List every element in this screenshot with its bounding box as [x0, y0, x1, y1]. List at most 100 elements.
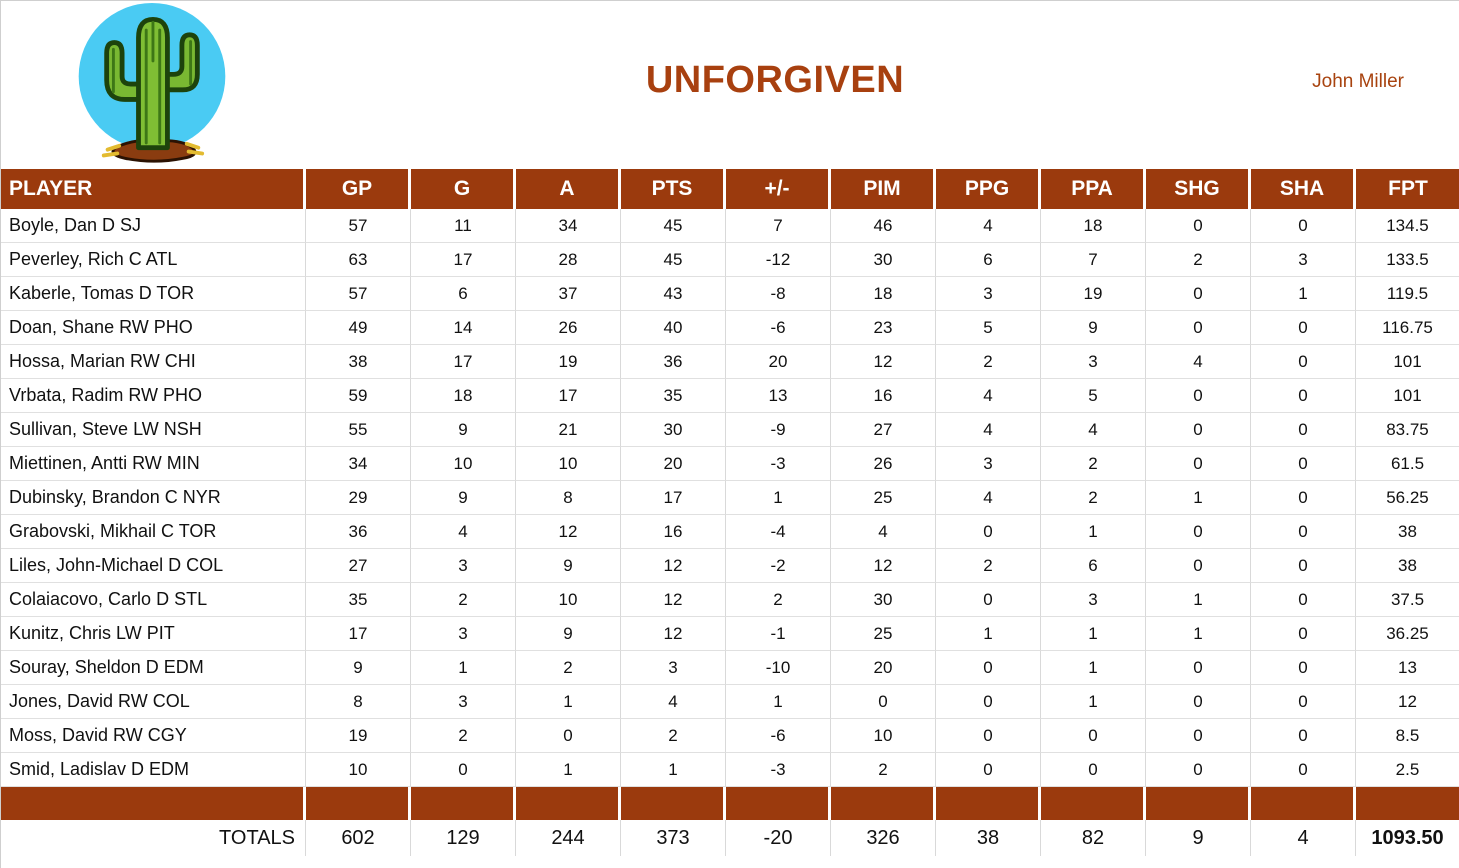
column-header-player: PLAYER: [1, 169, 306, 209]
stat-cell: 0: [1251, 345, 1356, 379]
stat-cell: 1: [411, 651, 516, 685]
stat-cell: 1: [1041, 651, 1146, 685]
stat-cell: 0: [936, 651, 1041, 685]
stat-cell: 1: [621, 753, 726, 787]
player-name-cell: Moss, David RW CGY: [1, 719, 306, 753]
player-row: Hossa, Marian RW CHI 38 17 19 36 20 12 2 3 4 0 101: [1, 345, 1459, 379]
stat-cell: 20: [831, 651, 936, 685]
stat-cell: 12: [516, 515, 621, 549]
stat-cell: 2: [936, 345, 1041, 379]
stat-cell: 0: [936, 515, 1041, 549]
stat-cell: 0: [411, 753, 516, 787]
separator-cell: [1146, 787, 1251, 820]
stat-cell: 9: [306, 651, 411, 685]
stat-cell: 18: [411, 379, 516, 413]
stat-cell: 0: [1251, 719, 1356, 753]
column-header-pim: PIM: [831, 169, 936, 209]
stat-cell: 0: [1146, 753, 1251, 787]
stat-cell: 83.75: [1356, 413, 1459, 447]
stat-cell: 0: [1251, 549, 1356, 583]
totals-value-cell: 82: [1041, 820, 1146, 856]
stat-cell: 30: [831, 243, 936, 277]
stat-cell: -3: [726, 447, 831, 481]
stat-cell: 2.5: [1356, 753, 1459, 787]
stat-cell: 28: [516, 243, 621, 277]
stat-cell: 116.75: [1356, 311, 1459, 345]
stat-cell: 2: [1146, 243, 1251, 277]
stat-cell: 1: [1041, 617, 1146, 651]
stat-cell: 4: [411, 515, 516, 549]
stat-cell: 2: [411, 719, 516, 753]
stat-cell: 0: [1251, 685, 1356, 719]
stat-cell: 0: [1251, 583, 1356, 617]
stat-cell: 0: [1146, 719, 1251, 753]
player-row: Kaberle, Tomas D TOR 57 6 37 43 -8 18 3 19 0 1 119.…: [1, 277, 1459, 311]
totals-value-cell: 38: [936, 820, 1041, 856]
stat-cell: 5: [936, 311, 1041, 345]
stat-cell: 4: [936, 413, 1041, 447]
separator-cell: [936, 787, 1041, 820]
stat-cell: 1: [936, 617, 1041, 651]
totals-value-cell: 129: [411, 820, 516, 856]
totals-label: TOTALS: [1, 820, 306, 856]
stat-cell: 10: [411, 447, 516, 481]
player-name-cell: Kaberle, Tomas D TOR: [1, 277, 306, 311]
stat-cell: 36.25: [1356, 617, 1459, 651]
stat-cell: 0: [1146, 413, 1251, 447]
stat-cell: -2: [726, 549, 831, 583]
stat-cell: 30: [621, 413, 726, 447]
stat-cell: -6: [726, 311, 831, 345]
player-name-cell: Boyle, Dan D SJ: [1, 209, 306, 243]
stat-cell: 14: [411, 311, 516, 345]
stat-cell: 133.5: [1356, 243, 1459, 277]
stat-cell: -1: [726, 617, 831, 651]
stat-cell: 0: [1251, 311, 1356, 345]
stat-cell: 2: [1041, 481, 1146, 515]
stat-cell: 30: [831, 583, 936, 617]
player-row: Vrbata, Radim RW PHO 59 18 17 35 13 16 4 5 0 0 101: [1, 379, 1459, 413]
stat-cell: 36: [306, 515, 411, 549]
stat-cell: 19: [516, 345, 621, 379]
separator-cell: [621, 787, 726, 820]
separator-cell: [1041, 787, 1146, 820]
player-row: Liles, John-Michael D COL 27 3 9 12 -2 12 2 6 0 0 3…: [1, 549, 1459, 583]
stat-cell: 38: [1356, 515, 1459, 549]
stat-cell: 21: [516, 413, 621, 447]
stat-cell: 2: [1041, 447, 1146, 481]
stat-cell: 6: [411, 277, 516, 311]
stat-cell: 0: [1251, 379, 1356, 413]
stat-cell: 8: [516, 481, 621, 515]
stat-cell: 1: [516, 685, 621, 719]
stat-cell: 37.5: [1356, 583, 1459, 617]
stat-cell: 20: [726, 345, 831, 379]
cactus-icon: [78, 3, 226, 163]
separator-cell: [306, 787, 411, 820]
stat-cell: 0: [1251, 617, 1356, 651]
stat-cell: 0: [1251, 753, 1356, 787]
stat-cell: 101: [1356, 379, 1459, 413]
stat-cell: 38: [306, 345, 411, 379]
stat-cell: 2: [621, 719, 726, 753]
header-row: PLAYER GP G A PTS +/- PIM PPG PPA SHG SHA FPT: [1, 169, 1459, 209]
stat-cell: 35: [621, 379, 726, 413]
stat-cell: 10: [306, 753, 411, 787]
player-name-cell: Kunitz, Chris LW PIT: [1, 617, 306, 651]
stat-cell: 8.5: [1356, 719, 1459, 753]
stat-cell: 35: [306, 583, 411, 617]
stat-cell: 9: [516, 549, 621, 583]
column-header-plusminus: +/-: [726, 169, 831, 209]
stat-cell: 12: [831, 345, 936, 379]
stat-cell: 0: [1146, 685, 1251, 719]
stat-cell: 3: [411, 549, 516, 583]
stat-cell: 17: [411, 345, 516, 379]
stat-cell: 3: [411, 685, 516, 719]
stat-cell: 134.5: [1356, 209, 1459, 243]
totals-value-cell: 373: [621, 820, 726, 856]
stat-cell: 18: [1041, 209, 1146, 243]
stat-cell: 56.25: [1356, 481, 1459, 515]
column-header-gp: GP: [306, 169, 411, 209]
stat-cell: 12: [831, 549, 936, 583]
totals-value-cell: 4: [1251, 820, 1356, 856]
stat-cell: 0: [1146, 651, 1251, 685]
stat-cell: 3: [1251, 243, 1356, 277]
